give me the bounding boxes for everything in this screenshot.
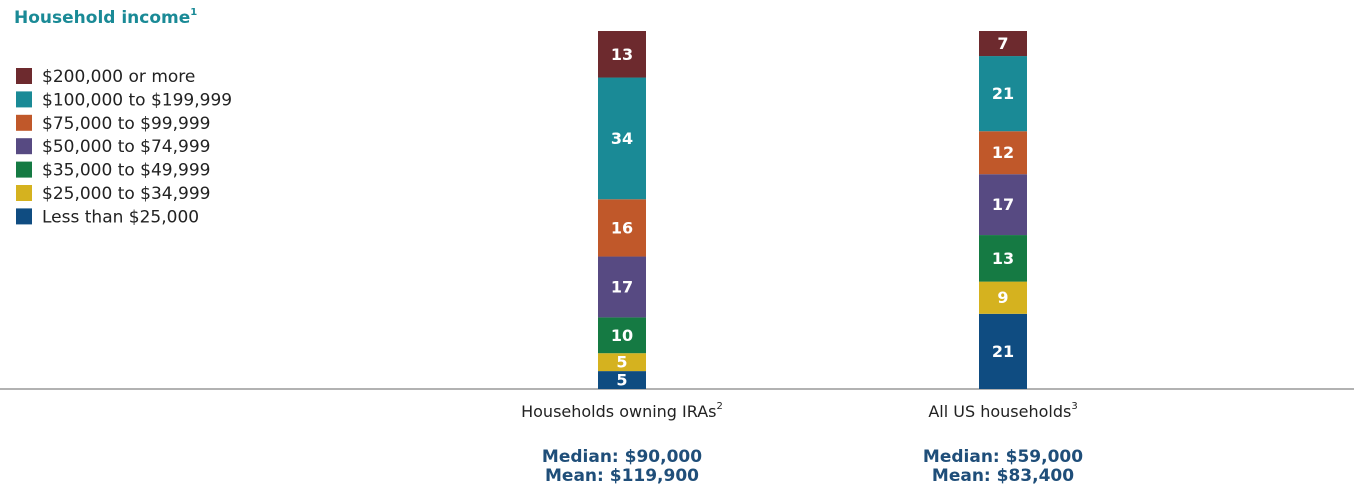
bar-segment xyxy=(979,56,1027,132)
bar-segment xyxy=(598,371,646,389)
category-name: Households owning IRAs xyxy=(521,402,716,421)
legend-swatch xyxy=(16,114,32,131)
bar-segment xyxy=(598,317,646,354)
data-label: 17 xyxy=(611,277,633,296)
data-label: 13 xyxy=(992,249,1014,268)
data-label: 21 xyxy=(992,84,1014,103)
bar-segment xyxy=(598,199,646,257)
legend-label: $200,000 or more xyxy=(42,67,195,87)
bar-segment xyxy=(979,313,1027,389)
legend-label: $25,000 to $34,999 xyxy=(42,184,210,204)
bar-segment xyxy=(979,174,1027,236)
legend-swatch xyxy=(16,185,32,201)
legend-label: Less than $25,000 xyxy=(42,207,199,227)
bar-segment xyxy=(979,131,1027,175)
data-label: 17 xyxy=(992,195,1014,214)
legend-label: $100,000 to $199,999 xyxy=(42,90,232,110)
legend-swatch xyxy=(16,208,32,225)
category-name: All US households xyxy=(928,402,1071,421)
data-label: 10 xyxy=(611,326,633,345)
data-label: 21 xyxy=(992,342,1014,361)
x-tick-label: Households owning IRAs2 xyxy=(521,401,723,421)
mean-label: Mean: $83,400 xyxy=(932,466,1074,486)
title-text: Household income xyxy=(14,8,190,28)
category-note: 2 xyxy=(717,401,723,412)
data-label: 13 xyxy=(611,45,633,64)
data-label: 12 xyxy=(992,143,1014,162)
legend-label: $35,000 to $49,999 xyxy=(42,161,210,181)
bar-segment xyxy=(979,281,1027,314)
data-label: 7 xyxy=(997,34,1008,53)
legend-swatch xyxy=(16,138,32,155)
legend-swatch xyxy=(16,161,32,178)
mean-label: Mean: $119,900 xyxy=(545,466,699,486)
data-label: 5 xyxy=(616,353,627,372)
data-label: 16 xyxy=(611,218,633,237)
x-tick-label: All US households3 xyxy=(928,401,1077,421)
data-label: 5 xyxy=(616,371,627,390)
bar-segment xyxy=(598,31,646,78)
title-note: 1 xyxy=(190,7,197,18)
data-label: 9 xyxy=(997,288,1008,307)
bar-segment xyxy=(979,31,1027,57)
legend-label: $50,000 to $74,999 xyxy=(42,137,210,157)
legend-label: $75,000 to $99,999 xyxy=(42,114,210,134)
category-note: 3 xyxy=(1071,401,1077,412)
bar-segment xyxy=(979,235,1027,282)
median-label: Median: $59,000 xyxy=(923,447,1083,467)
data-label: 34 xyxy=(611,129,633,148)
bar-segment xyxy=(598,256,646,318)
legend-swatch xyxy=(16,91,32,108)
chart-title: Household income1 xyxy=(14,7,197,28)
bar-segment xyxy=(598,353,646,372)
legend-swatch xyxy=(16,68,32,84)
bar-segment xyxy=(598,77,646,200)
median-label: Median: $90,000 xyxy=(542,447,702,467)
